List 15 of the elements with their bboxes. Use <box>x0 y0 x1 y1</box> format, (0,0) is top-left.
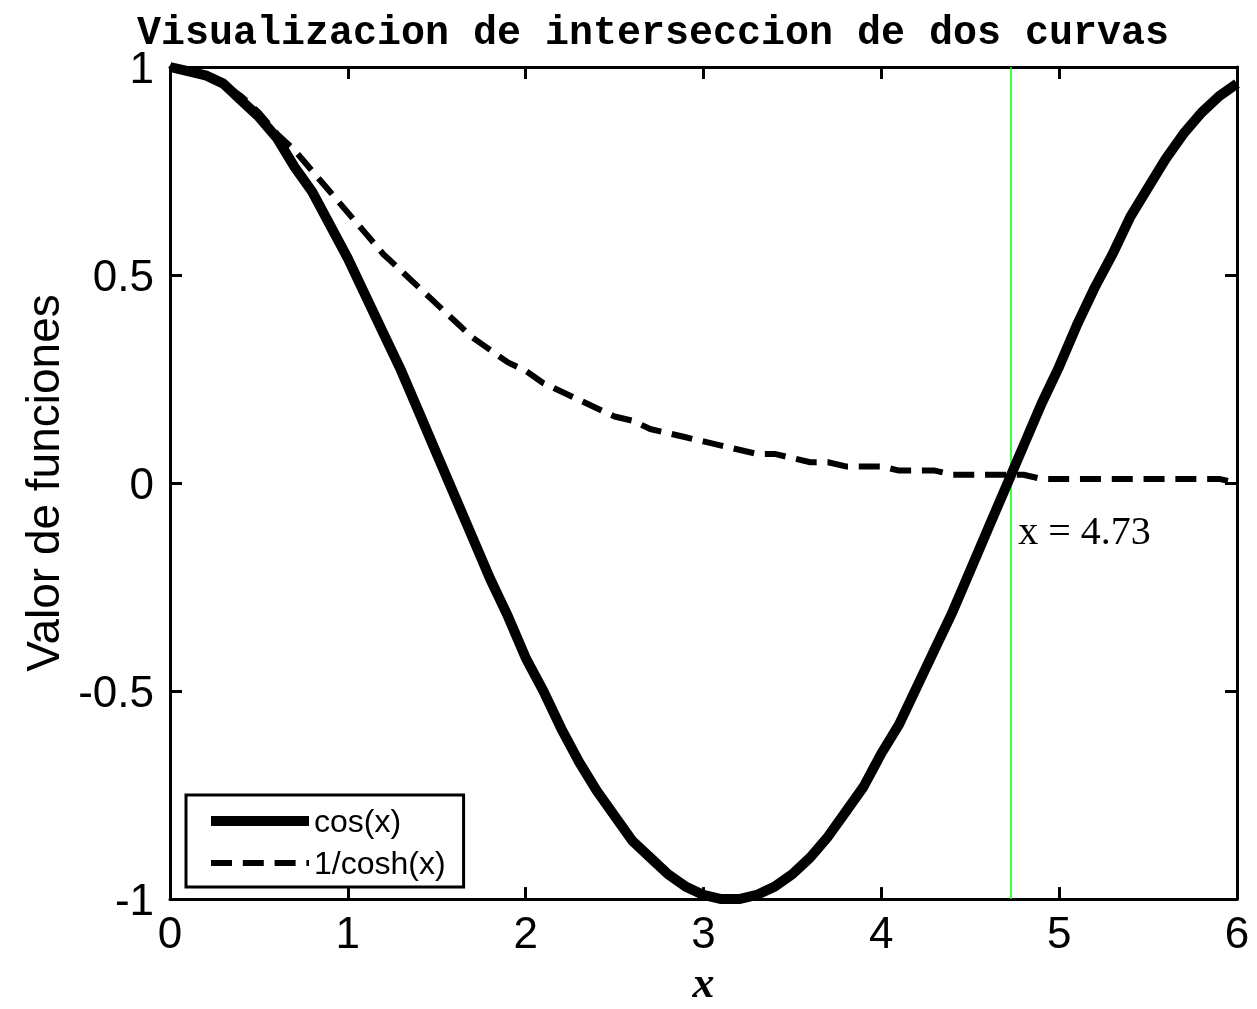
x-tick-label: 2 <box>513 907 538 957</box>
legend-label: cos(x) <box>314 803 402 839</box>
x-tick-label: 5 <box>1046 907 1072 957</box>
y-axis-title: Valor de funciones <box>17 294 69 672</box>
x-tick-label: 4 <box>869 907 894 957</box>
y-tick-label: -1 <box>114 874 154 924</box>
ref-line-label: x = 4.73 <box>1018 507 1151 553</box>
x-axis-title: x <box>691 957 715 1007</box>
x-tick-label: 3 <box>691 907 716 957</box>
y-tick-label: -0.5 <box>78 666 154 716</box>
y-tick-label: 0 <box>129 458 154 508</box>
y-tick-label: 0.5 <box>92 250 154 300</box>
x-tick-label: 6 <box>1224 907 1250 957</box>
legend-label: 1/cosh(x) <box>314 845 446 881</box>
x-tick-label: 1 <box>335 907 361 957</box>
